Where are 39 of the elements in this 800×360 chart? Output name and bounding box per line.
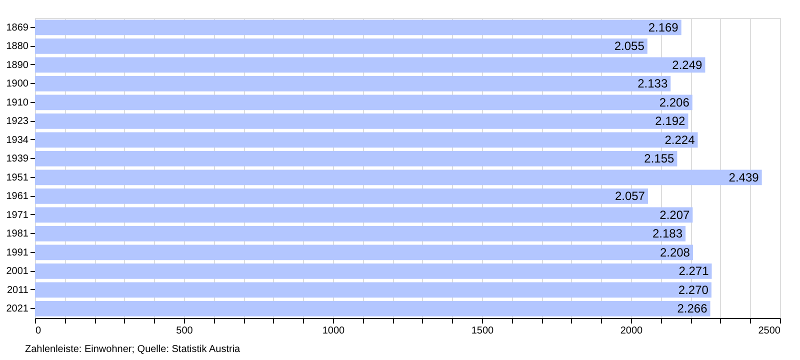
data-label: 2.439 (728, 170, 760, 184)
y-tick-label: 2011 (6, 284, 29, 296)
x-tick-label: 2000 (620, 326, 644, 336)
y-tick-label: 1869 (6, 22, 29, 34)
data-label: 2.266 (677, 302, 708, 316)
data-label: 2.133 (638, 76, 668, 91)
x-tick-label: 500 (176, 326, 194, 336)
data-label: 2.057 (614, 189, 646, 204)
data-label: 2.206 (659, 95, 690, 110)
y-tick-label: 1951 (6, 172, 29, 184)
y-tick-label: 1961 (6, 191, 29, 202)
data-label: 2.183 (652, 226, 683, 241)
data-label: 2.224 (664, 132, 696, 147)
data-label: 2.192 (655, 114, 686, 128)
y-tick-label: 1971 (6, 210, 29, 221)
x-tick-label: 0 (36, 326, 42, 336)
data-label: 2.169 (648, 20, 679, 34)
data-label: 2.155 (644, 152, 675, 166)
y-tick-label: 1991 (6, 247, 29, 258)
x-tick-label: 2500 (758, 326, 781, 336)
data-label: 2.055 (614, 39, 645, 54)
data-label: 2.208 (660, 245, 690, 260)
y-tick-label: 1939 (6, 154, 29, 165)
y-tick-label: 1910 (6, 97, 29, 108)
data-label: 2.270 (678, 282, 709, 297)
x-tick-label: 1500 (471, 326, 494, 336)
y-tick-label: 1934 (6, 134, 29, 146)
data-label: 2.207 (660, 208, 690, 222)
y-tick-label: 1900 (6, 78, 29, 90)
text: Zahlenleiste: Einwohner; Quelle: Statistik Austria (25, 344, 241, 355)
data-label: 2.271 (678, 264, 710, 278)
y-tick-label: 1890 (6, 60, 29, 71)
y-tick-label: 2001 (6, 266, 29, 278)
y-tick-label: 1880 (6, 41, 29, 52)
x-tick-label: 1000 (322, 326, 346, 336)
y-tick-label: 1981 (6, 228, 29, 240)
y-tick-label: 2021 (6, 304, 29, 315)
data-label: 2.249 (672, 58, 703, 72)
y-tick-label: 1923 (6, 116, 29, 128)
